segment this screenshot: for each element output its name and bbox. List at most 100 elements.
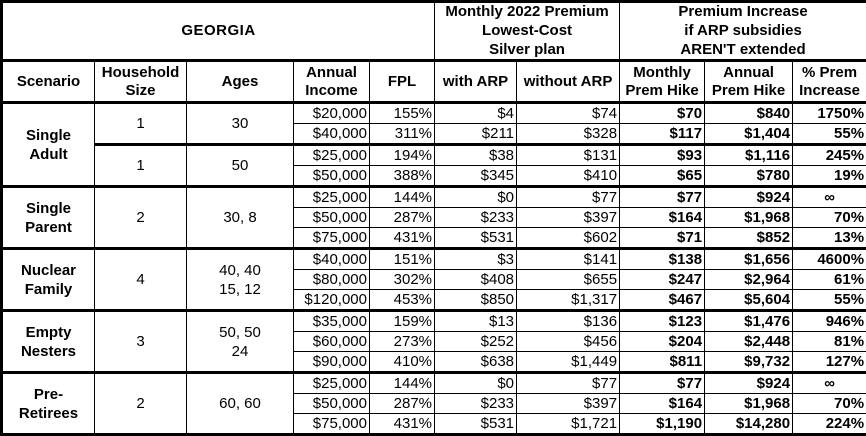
income-cell: $80,000 bbox=[294, 270, 370, 290]
annual-hike-cell: $2,448 bbox=[705, 332, 793, 352]
income-cell: $25,000 bbox=[294, 187, 370, 208]
col-header-monthly-hike: Monthly Prem Hike bbox=[620, 61, 705, 103]
annual-hike-cell: $1,968 bbox=[705, 394, 793, 414]
without-arp-cell: $77 bbox=[517, 373, 620, 394]
monthly-hike-cell: $138 bbox=[620, 249, 705, 270]
pct-increase-cell: 946% bbox=[793, 311, 866, 332]
income-cell: $40,000 bbox=[294, 124, 370, 145]
with-arp-cell: $211 bbox=[435, 124, 517, 145]
fpl-cell: 273% bbox=[370, 332, 435, 352]
pct-increase-cell: 70% bbox=[793, 208, 866, 228]
col-header-annual-income: Annual Income bbox=[294, 61, 370, 103]
annual-hike-cell: $5,604 bbox=[705, 290, 793, 311]
pct-increase-cell: 13% bbox=[793, 228, 866, 249]
fpl-cell: 159% bbox=[370, 311, 435, 332]
without-arp-cell: $397 bbox=[517, 394, 620, 414]
col-header-with-arp: with ARP bbox=[435, 61, 517, 103]
without-arp-cell: $1,449 bbox=[517, 352, 620, 373]
fpl-cell: 431% bbox=[370, 228, 435, 249]
table-row: Pre- Retirees 2 60, 60 $25,000 144% $0 $… bbox=[2, 373, 866, 394]
with-arp-cell: $531 bbox=[435, 414, 517, 435]
col-header-annual-hike: Annual Prem Hike bbox=[705, 61, 793, 103]
col-header-without-arp: without ARP bbox=[517, 61, 620, 103]
household-size-cell: 3 bbox=[95, 311, 187, 373]
table-row: 1 50 $25,000 194% $38 $131 $93 $1,116 24… bbox=[2, 145, 866, 166]
header-row-columns: Scenario Household Size Ages Annual Inco… bbox=[2, 61, 866, 103]
state-title: GEORGIA bbox=[2, 2, 435, 61]
fpl-cell: 311% bbox=[370, 124, 435, 145]
col-header-household-size: Household Size bbox=[95, 61, 187, 103]
pct-increase-cell: 81% bbox=[793, 332, 866, 352]
col-header-pct-increase: % Prem Increase bbox=[793, 61, 866, 103]
household-size-cell: 2 bbox=[95, 187, 187, 249]
income-cell: $60,000 bbox=[294, 332, 370, 352]
ages-cell: 30 bbox=[187, 103, 294, 145]
monthly-hike-cell: $204 bbox=[620, 332, 705, 352]
without-arp-cell: $1,317 bbox=[517, 290, 620, 311]
ages-cell: 40, 40 15, 12 bbox=[187, 249, 294, 311]
ages-cell: 50 bbox=[187, 145, 294, 187]
monthly-hike-cell: $93 bbox=[620, 145, 705, 166]
fpl-cell: 287% bbox=[370, 208, 435, 228]
monthly-hike-cell: $70 bbox=[620, 103, 705, 124]
without-arp-cell: $328 bbox=[517, 124, 620, 145]
annual-hike-cell: $840 bbox=[705, 103, 793, 124]
with-arp-cell: $345 bbox=[435, 166, 517, 187]
scenario-cell: Empty Nesters bbox=[2, 311, 95, 373]
fpl-cell: 151% bbox=[370, 249, 435, 270]
monthly-hike-cell: $65 bbox=[620, 166, 705, 187]
scenario-cell: Single Parent bbox=[2, 187, 95, 249]
without-arp-cell: $456 bbox=[517, 332, 620, 352]
col-header-ages: Ages bbox=[187, 61, 294, 103]
ages-cell: 50, 50 24 bbox=[187, 311, 294, 373]
pct-increase-cell: 61% bbox=[793, 270, 866, 290]
income-cell: $50,000 bbox=[294, 166, 370, 187]
household-size-cell: 1 bbox=[95, 103, 187, 145]
pct-increase-cell: 19% bbox=[793, 166, 866, 187]
annual-hike-cell: $1,116 bbox=[705, 145, 793, 166]
with-arp-cell: $3 bbox=[435, 249, 517, 270]
fpl-cell: 144% bbox=[370, 373, 435, 394]
with-arp-cell: $233 bbox=[435, 394, 517, 414]
income-cell: $90,000 bbox=[294, 352, 370, 373]
table-row: Single Adult 1 30 $20,000 155% $4 $74 $7… bbox=[2, 103, 866, 124]
pct-increase-cell: ∞ bbox=[793, 373, 866, 394]
with-arp-cell: $252 bbox=[435, 332, 517, 352]
pct-increase-cell: 245% bbox=[793, 145, 866, 166]
income-cell: $75,000 bbox=[294, 414, 370, 435]
monthly-hike-cell: $71 bbox=[620, 228, 705, 249]
fpl-cell: 194% bbox=[370, 145, 435, 166]
income-cell: $40,000 bbox=[294, 249, 370, 270]
annual-hike-cell: $1,968 bbox=[705, 208, 793, 228]
without-arp-cell: $655 bbox=[517, 270, 620, 290]
income-cell: $120,000 bbox=[294, 290, 370, 311]
annual-hike-cell: $2,964 bbox=[705, 270, 793, 290]
without-arp-cell: $1,721 bbox=[517, 414, 620, 435]
without-arp-cell: $136 bbox=[517, 311, 620, 332]
scenario-cell: Pre- Retirees bbox=[2, 373, 95, 435]
increase-group-header: Premium Increase if ARP subsidies AREN'T… bbox=[620, 2, 866, 61]
fpl-cell: 453% bbox=[370, 290, 435, 311]
pct-increase-cell: 70% bbox=[793, 394, 866, 414]
without-arp-cell: $77 bbox=[517, 187, 620, 208]
annual-hike-cell: $1,656 bbox=[705, 249, 793, 270]
ages-cell: 30, 8 bbox=[187, 187, 294, 249]
monthly-hike-cell: $77 bbox=[620, 187, 705, 208]
premium-group-header: Monthly 2022 Premium Lowest-Cost Silver … bbox=[435, 2, 620, 61]
with-arp-cell: $531 bbox=[435, 228, 517, 249]
monthly-hike-cell: $811 bbox=[620, 352, 705, 373]
income-cell: $75,000 bbox=[294, 228, 370, 249]
annual-hike-cell: $14,280 bbox=[705, 414, 793, 435]
with-arp-cell: $233 bbox=[435, 208, 517, 228]
annual-hike-cell: $924 bbox=[705, 373, 793, 394]
monthly-hike-cell: $123 bbox=[620, 311, 705, 332]
scenario-cell: Nuclear Family bbox=[2, 249, 95, 311]
table-row: Nuclear Family 4 40, 40 15, 12 $40,000 1… bbox=[2, 249, 866, 270]
household-size-cell: 1 bbox=[95, 145, 187, 187]
monthly-hike-cell: $467 bbox=[620, 290, 705, 311]
col-header-fpl: FPL bbox=[370, 61, 435, 103]
annual-hike-cell: $924 bbox=[705, 187, 793, 208]
pct-increase-cell: 55% bbox=[793, 124, 866, 145]
annual-hike-cell: $852 bbox=[705, 228, 793, 249]
income-cell: $20,000 bbox=[294, 103, 370, 124]
